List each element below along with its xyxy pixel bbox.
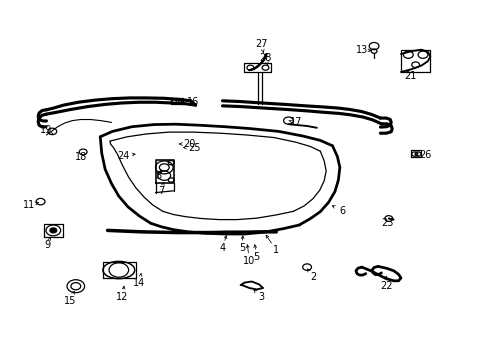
Text: 21: 21 (404, 71, 416, 81)
Text: 24: 24 (117, 150, 129, 161)
Text: 18: 18 (74, 152, 87, 162)
Text: 13: 13 (355, 45, 367, 55)
Text: 16: 16 (186, 96, 199, 107)
Text: 10: 10 (243, 256, 255, 266)
Text: 12: 12 (116, 292, 128, 302)
Text: 25: 25 (188, 143, 201, 153)
Text: 5: 5 (239, 243, 244, 253)
Text: 1: 1 (273, 245, 279, 255)
Text: 20: 20 (183, 139, 196, 149)
Circle shape (50, 228, 57, 233)
Text: 28: 28 (259, 53, 271, 63)
Text: 14: 14 (133, 278, 145, 288)
Text: 22: 22 (379, 281, 392, 291)
Text: 27: 27 (255, 39, 267, 49)
Text: 9: 9 (45, 240, 51, 250)
Text: 4: 4 (219, 243, 225, 253)
Text: 2: 2 (309, 272, 315, 282)
Text: 5: 5 (253, 252, 259, 262)
Text: 8: 8 (156, 171, 162, 181)
Text: 23: 23 (381, 218, 393, 228)
Text: 6: 6 (339, 206, 345, 216)
Text: 3: 3 (258, 292, 264, 302)
Text: 7: 7 (158, 186, 164, 196)
Text: 26: 26 (418, 150, 431, 160)
Text: 11: 11 (23, 200, 36, 210)
Text: 19: 19 (40, 125, 53, 135)
Text: 17: 17 (289, 117, 302, 127)
Text: 15: 15 (63, 296, 76, 306)
